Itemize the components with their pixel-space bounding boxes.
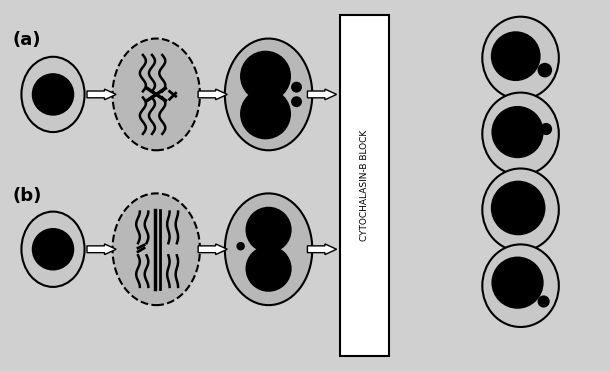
Ellipse shape <box>483 17 559 99</box>
Circle shape <box>540 123 552 135</box>
Ellipse shape <box>225 39 312 150</box>
Ellipse shape <box>483 244 559 327</box>
Ellipse shape <box>225 193 312 305</box>
Circle shape <box>245 246 292 292</box>
Ellipse shape <box>112 39 200 150</box>
Bar <box>265 243 272 255</box>
Circle shape <box>245 207 292 253</box>
Circle shape <box>237 242 245 250</box>
Circle shape <box>240 51 291 102</box>
Ellipse shape <box>21 57 85 132</box>
Ellipse shape <box>483 168 559 251</box>
Polygon shape <box>87 244 116 255</box>
Polygon shape <box>307 244 337 255</box>
Polygon shape <box>307 89 337 100</box>
Circle shape <box>491 181 545 235</box>
Ellipse shape <box>112 193 200 305</box>
Polygon shape <box>198 244 228 255</box>
Circle shape <box>491 31 540 81</box>
Circle shape <box>291 82 302 93</box>
Circle shape <box>32 228 74 270</box>
Text: CYTOCHALASIN-B BLOCK: CYTOCHALASIN-B BLOCK <box>360 130 369 241</box>
Ellipse shape <box>21 211 85 287</box>
Bar <box>340 16 389 355</box>
Circle shape <box>492 256 544 309</box>
Circle shape <box>240 88 291 139</box>
Text: (b): (b) <box>12 187 41 205</box>
Circle shape <box>492 106 544 158</box>
Circle shape <box>537 63 552 78</box>
Text: (a): (a) <box>12 31 41 49</box>
Circle shape <box>537 295 550 308</box>
Polygon shape <box>87 89 116 100</box>
Circle shape <box>32 73 74 116</box>
Ellipse shape <box>483 93 559 175</box>
Circle shape <box>291 96 302 107</box>
Polygon shape <box>198 89 228 100</box>
